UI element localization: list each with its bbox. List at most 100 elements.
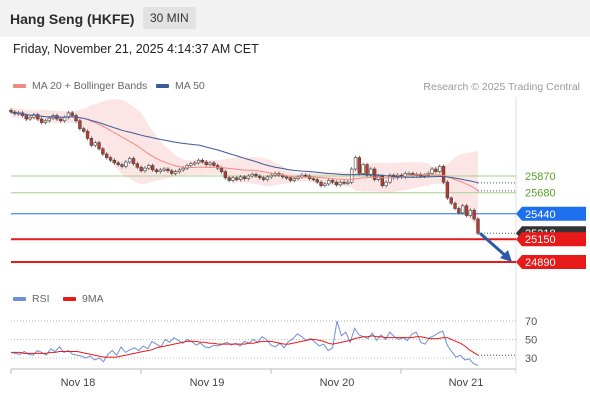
datetime-label: Friday, November 21, 2025 4:14:37 AM CET bbox=[13, 42, 259, 56]
candle bbox=[112, 159, 117, 164]
candle bbox=[242, 176, 247, 179]
rsi-ma-line bbox=[11, 335, 479, 358]
candle bbox=[365, 164, 369, 176]
candle bbox=[246, 175, 251, 179]
candle bbox=[70, 112, 74, 116]
candle bbox=[170, 170, 174, 174]
candle bbox=[430, 168, 434, 174]
candle bbox=[346, 181, 350, 184]
rsi-tick-label: 70 bbox=[525, 316, 537, 328]
candle bbox=[185, 165, 189, 169]
candle bbox=[36, 114, 40, 120]
x-tick-label: Nov 18 bbox=[61, 377, 96, 389]
candle bbox=[327, 180, 331, 185]
candle bbox=[162, 168, 166, 171]
candle bbox=[127, 158, 132, 163]
level-label: 25440 bbox=[525, 209, 556, 221]
candle bbox=[449, 197, 453, 204]
candle bbox=[150, 165, 155, 171]
level-label: 24890 bbox=[525, 257, 556, 269]
candle bbox=[319, 181, 323, 186]
candle bbox=[472, 209, 476, 220]
candle bbox=[158, 169, 162, 172]
candle bbox=[181, 167, 185, 171]
candle bbox=[353, 157, 358, 170]
candle bbox=[457, 208, 461, 214]
rsi-line bbox=[10, 320, 479, 366]
candle bbox=[97, 142, 101, 150]
candle bbox=[311, 178, 316, 181]
candle bbox=[407, 173, 411, 175]
header-bar bbox=[0, 0, 590, 37]
candle bbox=[254, 173, 258, 177]
candle bbox=[28, 116, 32, 120]
candle bbox=[43, 120, 48, 123]
candle bbox=[453, 202, 457, 209]
forecast-arrow-head bbox=[500, 250, 512, 262]
ma50-legend-swatch bbox=[156, 84, 169, 88]
candle bbox=[147, 165, 151, 169]
x-tick-label: Nov 21 bbox=[449, 377, 484, 389]
ma50-line bbox=[10, 111, 479, 184]
candle bbox=[124, 161, 128, 167]
candle bbox=[193, 162, 197, 165]
candle bbox=[304, 174, 308, 177]
candle bbox=[388, 174, 392, 183]
candle bbox=[384, 181, 388, 186]
candle bbox=[464, 205, 469, 216]
instrument-title: Hang Seng (HKFE) bbox=[10, 11, 135, 27]
candle bbox=[219, 167, 224, 172]
ma50-legend-label: MA 50 bbox=[175, 80, 205, 92]
candle bbox=[154, 169, 159, 172]
x-tick-label: Nov 20 bbox=[320, 377, 355, 389]
candle bbox=[258, 175, 262, 179]
candle bbox=[85, 130, 90, 139]
candle bbox=[369, 168, 373, 176]
candle bbox=[101, 148, 105, 155]
candle bbox=[78, 120, 82, 129]
candle bbox=[422, 174, 427, 177]
candle bbox=[116, 162, 120, 165]
candle bbox=[349, 168, 354, 183]
candle bbox=[476, 218, 480, 234]
candle bbox=[468, 209, 473, 216]
candle bbox=[460, 205, 465, 214]
candle bbox=[261, 177, 266, 180]
rsi-tick-label: 50 bbox=[525, 335, 537, 347]
candle bbox=[208, 162, 212, 165]
candle bbox=[131, 158, 136, 165]
ma20-legend-swatch bbox=[13, 84, 26, 88]
level-label: 25150 bbox=[525, 234, 556, 246]
candle bbox=[238, 176, 243, 180]
candle bbox=[189, 163, 193, 166]
candle bbox=[89, 138, 94, 146]
rsi-tick-label: 30 bbox=[525, 353, 537, 365]
candle bbox=[334, 181, 339, 186]
candle bbox=[212, 162, 216, 166]
level-badge bbox=[516, 255, 586, 269]
candle bbox=[269, 174, 273, 178]
timeframe-button[interactable]: 30 MIN bbox=[143, 7, 196, 29]
candle bbox=[441, 166, 446, 183]
x-tick-label: Nov 19 bbox=[190, 377, 225, 389]
level-label: 25870 bbox=[525, 171, 556, 183]
candle bbox=[139, 166, 143, 172]
candle bbox=[361, 164, 365, 174]
candle bbox=[357, 157, 362, 174]
rsi-ma-legend-label: 9MA bbox=[82, 293, 104, 305]
rsi-legend-label: RSI bbox=[32, 293, 50, 305]
candle bbox=[284, 176, 289, 179]
candle bbox=[24, 115, 29, 120]
candle bbox=[177, 169, 182, 172]
rsi-ma-legend-swatch bbox=[63, 297, 76, 301]
candle bbox=[434, 168, 438, 172]
credit-label: Research © 2025 Trading Central bbox=[423, 81, 580, 93]
candle bbox=[59, 118, 63, 122]
bollinger-band bbox=[11, 99, 478, 232]
candle bbox=[120, 164, 124, 167]
candle bbox=[82, 128, 86, 132]
candle bbox=[204, 161, 208, 165]
ma20-legend-label: MA 20 + Bollinger Bands bbox=[32, 80, 148, 92]
candle bbox=[62, 116, 67, 122]
